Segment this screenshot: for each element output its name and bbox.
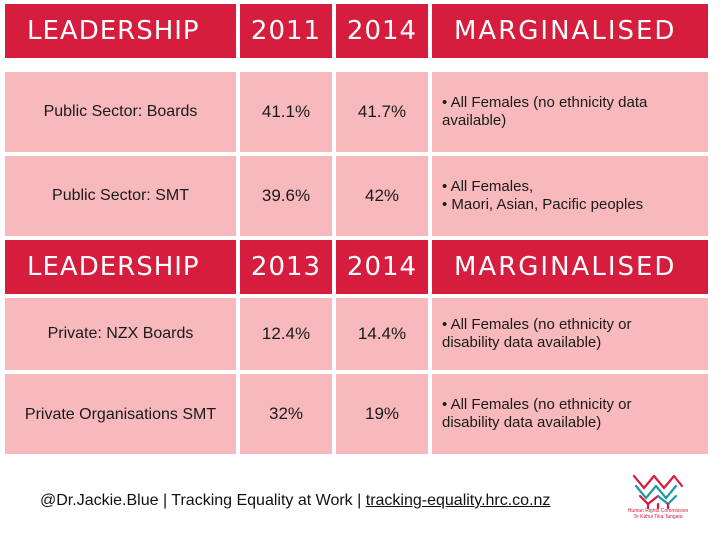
author-handle: @Dr.Jackie.Blue xyxy=(40,492,159,509)
logo-name: Human Rights Commission xyxy=(627,508,689,514)
footer xyxy=(0,460,720,540)
note-public-smt: • All Females, • Maori, Asian, Pacific p… xyxy=(432,156,708,236)
note-line: available) xyxy=(442,112,507,129)
footer-title: Tracking Equality at Work xyxy=(171,492,353,509)
value-public-boards-2011: 41.1% xyxy=(240,72,332,152)
note-line: • All Females (no ethnicity data xyxy=(442,94,648,111)
row-label-nzx-boards: Private: NZX Boards xyxy=(5,298,236,370)
value-nzx-boards-2014: 14.4% xyxy=(336,298,428,370)
value-public-smt-2011: 39.6% xyxy=(240,156,332,236)
row-label-public-boards: Public Sector: Boards xyxy=(5,72,236,152)
footer-separator: | xyxy=(357,492,362,509)
note-line: disability data available) xyxy=(442,414,602,431)
note-line: • All Females (no ethnicity or xyxy=(442,396,632,413)
header-year-2013: 2013 xyxy=(240,240,332,294)
note-line: • Maori, Asian, Pacific peoples xyxy=(442,196,644,213)
value-private-smt-2014: 19% xyxy=(336,374,428,454)
note-line: • All Females, xyxy=(442,178,534,195)
value-private-smt-2013: 32% xyxy=(240,374,332,454)
logo-caption: Human Rights Commission Te Kāhui Tika Ta… xyxy=(620,508,696,520)
footer-separator: | xyxy=(162,492,168,509)
header-year-2014-b: 2014 xyxy=(336,240,428,294)
header-leadership-2: LEADERSHIP xyxy=(5,240,236,294)
logo-subtitle: Te Kāhui Tika Tangata xyxy=(633,514,683,520)
leadership-table: LEADERSHIP 2011 2014 MARGINALISED Public… xyxy=(5,4,708,454)
header-leadership-1: LEADERSHIP xyxy=(5,4,236,58)
value-nzx-boards-2013: 12.4% xyxy=(240,298,332,370)
header-year-2011: 2011 xyxy=(240,4,332,58)
header-marginalised-2: MARGINALISED xyxy=(432,240,708,294)
row-label-private-smt: Private Organisations SMT xyxy=(5,374,236,454)
website-link[interactable]: tracking-equality.hrc.co.nz xyxy=(365,492,551,509)
note-line: • All Females (no ethnicity or xyxy=(442,316,632,333)
note-private-smt: • All Females (no ethnicity or disabilit… xyxy=(432,374,708,454)
note-public-boards: • All Females (no ethnicity data availab… xyxy=(432,72,708,152)
footer-credit: @Dr.Jackie.Blue | Tracking Equality at W… xyxy=(40,492,550,510)
value-public-boards-2014: 41.7% xyxy=(336,72,428,152)
hrc-logo-icon xyxy=(632,474,684,510)
row-label-public-smt: Public Sector: SMT xyxy=(5,156,236,236)
header-marginalised-1: MARGINALISED xyxy=(432,4,708,58)
note-nzx-boards: • All Females (no ethnicity or disabilit… xyxy=(432,298,708,370)
value-public-smt-2014: 42% xyxy=(336,156,428,236)
note-line: disability data available) xyxy=(442,334,602,351)
header-year-2014-a: 2014 xyxy=(336,4,428,58)
